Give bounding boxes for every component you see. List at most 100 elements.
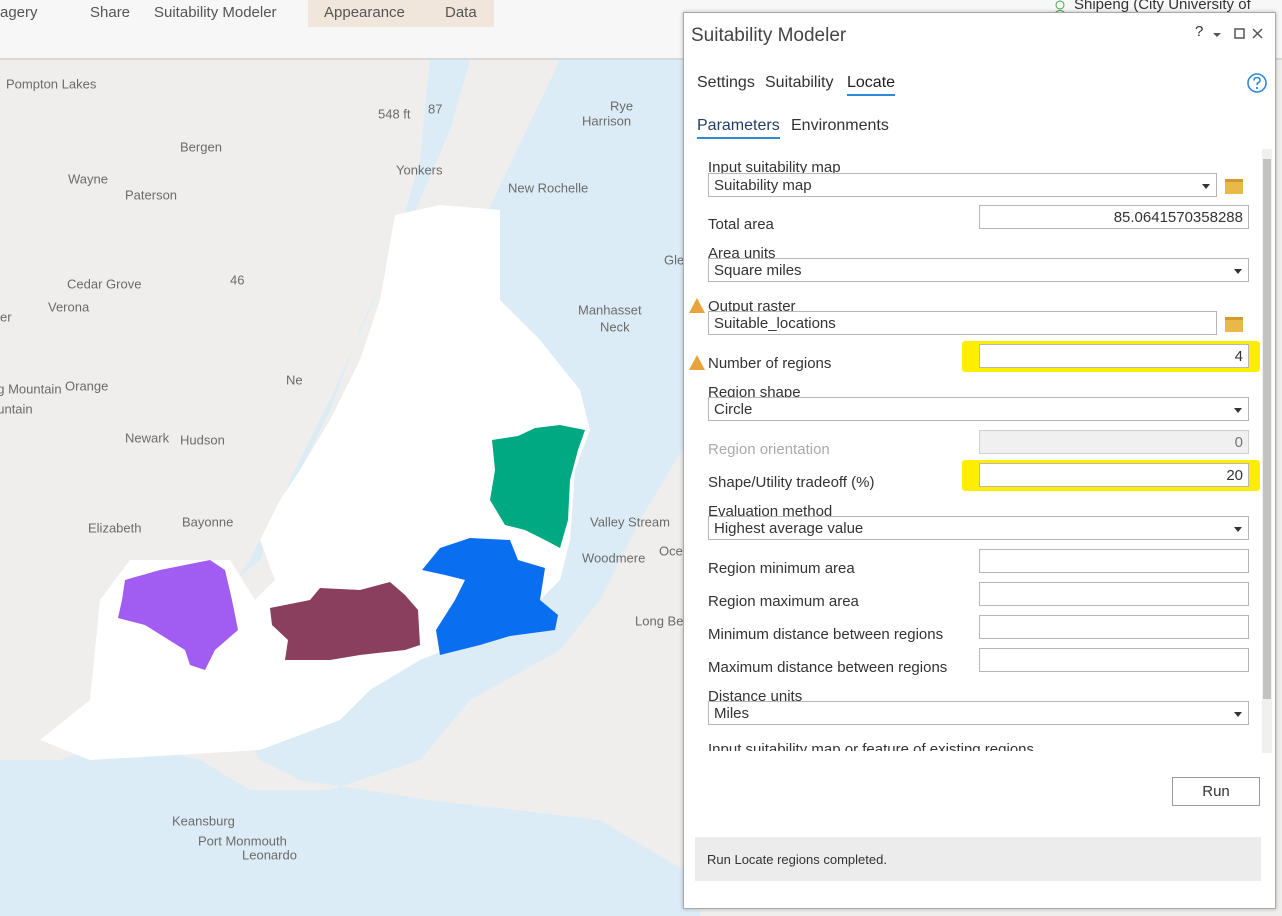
map-label: Wayne <box>68 171 108 186</box>
menu-arrow[interactable] <box>1213 33 1221 37</box>
map-label: Oce <box>659 543 683 558</box>
map-label: er <box>0 309 12 324</box>
ribbon-tab[interactable]: agery <box>0 4 38 21</box>
field-label: Number of regions <box>708 355 832 372</box>
map-label: Woodmere <box>582 550 645 565</box>
field-label: Total area <box>708 216 774 233</box>
field-label: Output raster <box>708 298 796 315</box>
river <box>235 60 470 580</box>
dropdown-arrow <box>1234 712 1242 717</box>
browse-folder[interactable] <box>1225 179 1243 194</box>
map-label: 46 <box>230 272 244 287</box>
contextual-tab-group <box>308 0 494 27</box>
field-label: Distance units <box>708 688 803 705</box>
map-label: New Rochelle <box>508 180 588 195</box>
ribbon-tab[interactable]: Share <box>90 4 131 21</box>
field-label: Area units <box>708 245 776 262</box>
map-label: 548 ft <box>378 106 411 121</box>
map-label: Ne <box>286 372 303 387</box>
browse-folder[interactable] <box>1225 317 1243 332</box>
map-label: Cedar Grove <box>67 276 141 291</box>
field-label: Region shape <box>708 384 801 401</box>
dropdown[interactable]: Highest average value <box>708 516 1249 540</box>
map-label: Port Monmouth <box>198 833 287 848</box>
map-label: Manhasset <box>578 302 642 317</box>
map-label: Newark <box>125 430 170 445</box>
close-button[interactable] <box>1252 28 1263 39</box>
maximize-button[interactable] <box>1234 28 1245 39</box>
sub-tab[interactable]: Environments <box>791 117 889 134</box>
water <box>0 60 700 916</box>
ribbon-tab[interactable]: Appearance <box>324 4 405 21</box>
field-value: Square miles <box>714 262 802 279</box>
field-label: Evaluation method <box>708 503 833 520</box>
text-input[interactable] <box>979 648 1249 672</box>
field-label: Maximum distance between regions <box>708 659 948 676</box>
field-value: 4 <box>1234 348 1243 365</box>
field-value: Highest average value <box>714 520 864 537</box>
map-label: Pompton Lakes <box>6 76 97 91</box>
map-label: Rye <box>610 98 633 113</box>
dropdown[interactable]: Square miles <box>708 258 1249 282</box>
field-value: Suitable_locations <box>714 315 836 332</box>
map-label: ountain <box>0 401 33 416</box>
text-input[interactable]: Suitability map <box>708 173 1217 197</box>
text-input[interactable]: 85.0641570358288 <box>979 205 1249 229</box>
ribbon-tab[interactable]: Data <box>445 4 477 21</box>
dropdown-arrow <box>1202 184 1210 189</box>
text-input[interactable] <box>979 549 1249 573</box>
map-label: Bergen <box>180 139 222 154</box>
window-controls <box>1213 28 1263 39</box>
pane-tab[interactable]: Suitability <box>765 74 834 91</box>
map-label: Keansburg <box>172 813 235 828</box>
dropdown[interactable]: Circle <box>708 397 1249 421</box>
map-label: Leonardo <box>242 847 297 862</box>
map-label: ng Mountain <box>0 381 62 396</box>
map-label: Paterson <box>125 187 177 202</box>
status-message: Run Locate regions completed. <box>707 852 887 867</box>
field-label: Minimum distance between regions <box>708 626 944 643</box>
ribbon-tab[interactable]: Suitability Modeler <box>154 4 277 21</box>
map-label: 87 <box>428 101 442 116</box>
map-label: Orange <box>65 378 108 393</box>
pane-tab[interactable]: Locate <box>847 74 896 96</box>
pane-tab[interactable]: Settings <box>697 74 755 91</box>
field-label: Region minimum area <box>708 560 855 577</box>
map-label: Yonkers <box>396 162 443 177</box>
scrollbar[interactable] <box>1262 149 1272 753</box>
map-label: Neck <box>600 319 630 334</box>
dropdown-arrow <box>1234 269 1242 274</box>
text-input: 0 <box>979 430 1249 454</box>
text-input[interactable]: Suitable_locations <box>708 311 1217 335</box>
map-label: Hudson <box>180 432 225 447</box>
dropdown-arrow <box>1234 408 1242 413</box>
field-value: Circle <box>714 401 753 418</box>
text-input[interactable] <box>979 615 1249 639</box>
field-value: Miles <box>714 705 750 722</box>
status-bar: Run Locate regions completed. <box>695 837 1261 881</box>
dropdown[interactable]: Miles <box>708 701 1249 725</box>
help-icon[interactable] <box>1246 72 1268 94</box>
text-input[interactable]: 4 <box>979 344 1249 368</box>
field-label: Shape/Utility tradeoff (%) <box>708 474 875 491</box>
scroll-thumb[interactable] <box>1263 159 1271 699</box>
region-3 <box>490 425 585 548</box>
sub-tab[interactable]: Parameters <box>697 117 780 139</box>
suitability-modeler-pane: Suitability Modeler ? Settings Suitabilit… <box>683 12 1276 909</box>
pane-title: Suitability Modeler <box>691 25 847 46</box>
field-label: Input suitability map or feature of exis… <box>708 741 1035 751</box>
field-label: Input suitability map <box>708 159 841 176</box>
region-2 <box>270 582 420 660</box>
map-label: Valley Stream <box>590 514 670 529</box>
run-button[interactable]: Run <box>1172 777 1260 806</box>
text-input[interactable]: 20 <box>979 463 1249 487</box>
map-label: Gle <box>664 252 684 267</box>
map-label: Elizabeth <box>88 520 141 535</box>
dropdown-arrow <box>1234 527 1242 532</box>
warning-icon <box>689 298 705 313</box>
field-value: Suitability map <box>714 177 812 194</box>
region-4 <box>422 538 558 655</box>
text-input[interactable] <box>979 582 1249 606</box>
help-button[interactable]: ? <box>1195 23 1204 40</box>
